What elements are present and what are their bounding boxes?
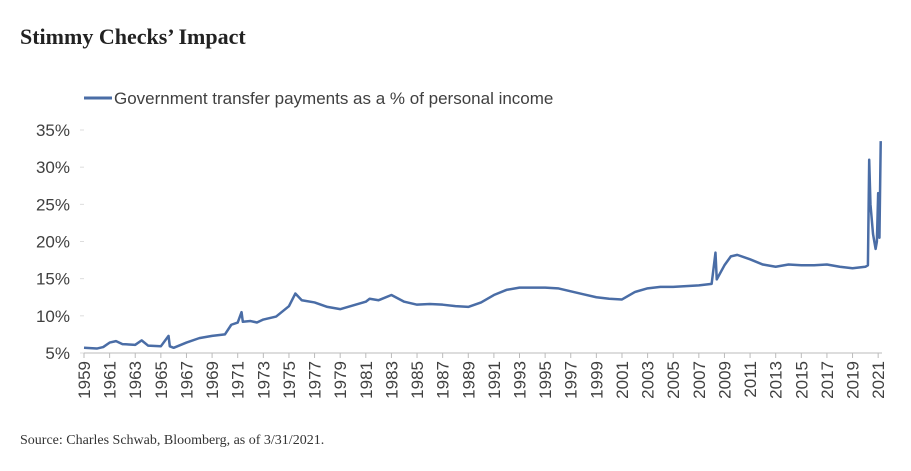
- x-tick-label: 1977: [306, 361, 325, 399]
- data-line: [83, 141, 882, 350]
- x-tick-label: 1963: [126, 361, 145, 399]
- y-tick-label: 5%: [45, 344, 70, 363]
- x-tick-label: 2003: [639, 361, 658, 399]
- x-tick-label: 1965: [152, 361, 171, 399]
- x-tick-label: 1991: [485, 361, 504, 399]
- x-tick-label: 1999: [587, 361, 606, 399]
- x-tick-label: 2001: [613, 361, 632, 399]
- x-tick-label: 1985: [408, 361, 427, 399]
- x-tick-label: 2017: [818, 361, 837, 399]
- x-tick-label: 1997: [562, 361, 581, 399]
- x-tick-label: 1983: [382, 361, 401, 399]
- x-tick-label: 1973: [254, 361, 273, 399]
- x-tick-label: 1979: [331, 361, 350, 399]
- legend-label: Government transfer payments as a % of p…: [114, 89, 553, 108]
- x-tick-label: 1987: [434, 361, 453, 399]
- x-tick-label: 1961: [101, 361, 120, 399]
- x-tick-label: 1993: [511, 361, 530, 399]
- x-tick-label: 1981: [357, 361, 376, 399]
- y-tick-label: 25%: [36, 195, 70, 214]
- x-tick-label: 2019: [844, 361, 863, 399]
- x-tick-label: 2005: [664, 361, 683, 399]
- x-tick-label: 1995: [536, 361, 555, 399]
- y-tick-label: 30%: [36, 158, 70, 177]
- x-tick-label: 2011: [741, 361, 760, 398]
- source: Source: Charles Schwab, Bloomberg, as of…: [20, 433, 324, 448]
- x-tick-label: 1969: [203, 361, 222, 399]
- y-tick-label: 15%: [36, 270, 70, 289]
- y-tick-label: 10%: [36, 307, 70, 326]
- y-tick-label: 20%: [36, 233, 70, 252]
- x-tick-label: 1967: [177, 361, 196, 399]
- x-tick-label: 2021: [869, 361, 888, 399]
- x-tick-label: 2013: [767, 361, 786, 399]
- x-tick-label: 1989: [459, 361, 478, 399]
- x-tick-label: 1975: [280, 361, 299, 399]
- chart-title: Stimmy Checks’ Impact: [20, 24, 246, 49]
- x-tick-label: 2009: [715, 361, 734, 399]
- y-tick-label: 35%: [36, 121, 70, 140]
- x-tick-label: 2015: [792, 361, 811, 399]
- x-tick-label: 2007: [690, 361, 709, 399]
- x-tick-label: 1971: [229, 361, 248, 399]
- x-tick-label: 1959: [75, 361, 94, 399]
